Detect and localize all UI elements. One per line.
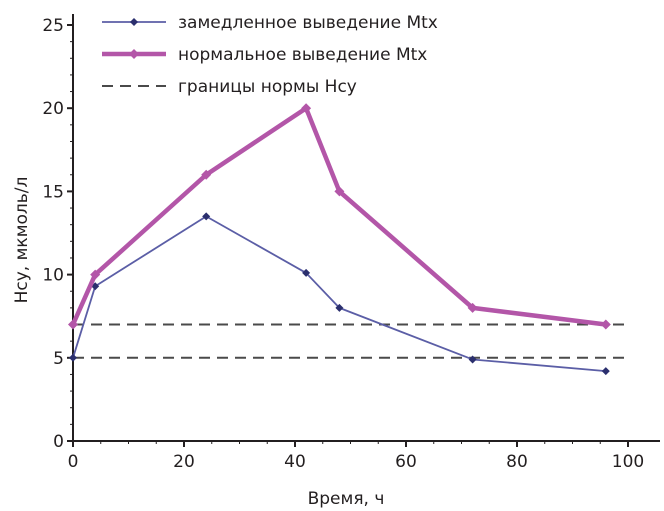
data-point	[68, 319, 78, 330]
y-tick-label: 20	[42, 99, 64, 119]
data-point	[601, 367, 610, 376]
data-point	[201, 169, 212, 180]
reference-lines	[73, 323, 628, 359]
legend-marker	[130, 18, 138, 26]
x-tick-label: 100	[612, 452, 644, 472]
data-point	[335, 303, 344, 312]
legend-label: замедленное выведение Mtx	[178, 13, 438, 33]
data-series	[68, 103, 611, 376]
data-point	[600, 319, 611, 330]
data-point	[301, 103, 312, 114]
y-tick-label: 25	[42, 16, 64, 36]
x-tick-label: 0	[68, 452, 79, 472]
data-point	[467, 302, 478, 313]
x-tick-label: 80	[506, 452, 528, 472]
legend-label: границы нормы Hcy	[178, 77, 357, 97]
y-tick-label: 0	[53, 432, 64, 452]
data-point	[69, 353, 77, 362]
data-point	[90, 269, 101, 280]
data-point	[202, 212, 211, 221]
data-point	[302, 268, 311, 277]
legend: замедленное выведение Mtx нормальное выве…	[102, 13, 438, 97]
y-tick-label: 15	[42, 182, 64, 202]
series-line	[72, 215, 606, 373]
data-point	[468, 355, 477, 364]
y-axis-title: Hcy, мкмоль/л	[12, 177, 32, 304]
data-point	[334, 186, 345, 197]
x-tick-label: 60	[395, 452, 417, 472]
y-tick-label: 10	[42, 266, 64, 286]
x-axis-title: Время, ч	[308, 489, 385, 509]
x-tick-label: 20	[173, 452, 195, 472]
x-tick-label: 40	[284, 452, 306, 472]
axes: 0 5 10 15 20 25 0 20 40 60 80 100	[42, 14, 660, 472]
legend-label: нормальное выведение Mtx	[178, 45, 427, 65]
y-tick-label: 5	[53, 349, 64, 369]
legend-marker	[129, 49, 139, 59]
series-line	[70, 105, 607, 327]
